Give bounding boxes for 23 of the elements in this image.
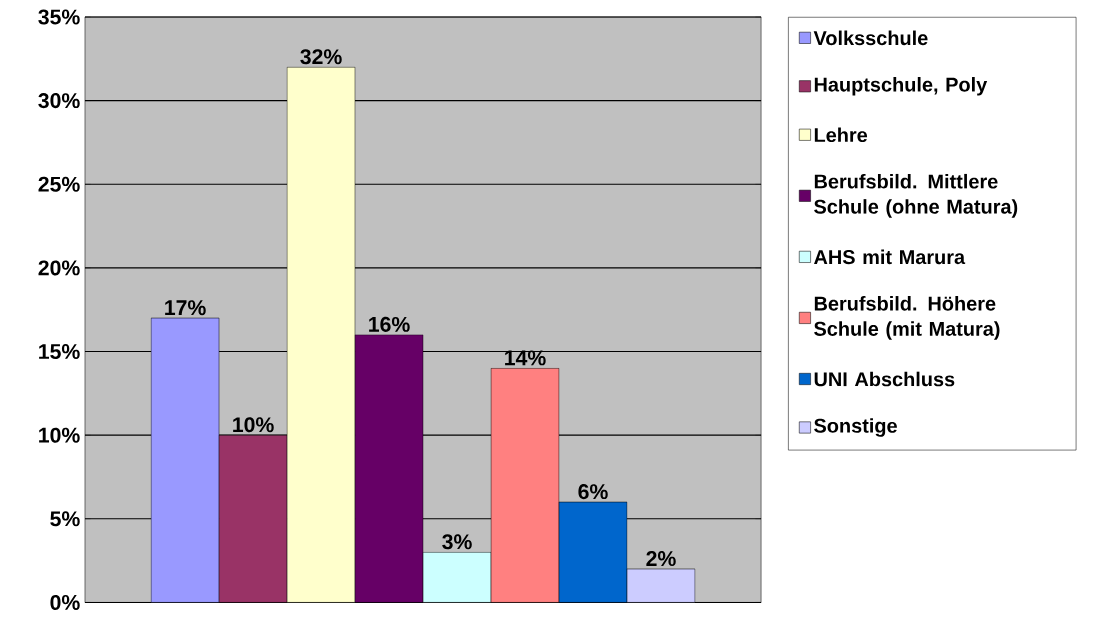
y-tick-label: 5% xyxy=(50,511,80,527)
data-label: 32% xyxy=(300,49,342,65)
y-tick-label: 35% xyxy=(38,9,80,25)
legend-label: Sonstige xyxy=(814,418,897,438)
y-tick-label: 0% xyxy=(50,595,80,611)
legend-label: Lehre xyxy=(814,127,868,143)
data-label: 17% xyxy=(165,300,206,316)
y-tick-label: 30% xyxy=(38,93,80,109)
legend-label: Berufsbild. Mittlere Schule (ohne Matura) xyxy=(814,174,1018,218)
legend-label: Hauptschule, Poly xyxy=(814,77,988,96)
data-label: 2% xyxy=(646,551,676,567)
y-tick-label: 25% xyxy=(38,176,80,193)
legend-label: UNI Abschluss xyxy=(814,371,955,387)
legend-label: Volksschule xyxy=(813,30,928,46)
data-label: 16% xyxy=(369,317,410,333)
data-label: 3% xyxy=(442,534,472,550)
legend-label: AHS mit Marura xyxy=(814,249,966,265)
y-tick-label: 10% xyxy=(39,427,80,443)
y-tick-label: 15% xyxy=(39,344,80,360)
data-label: 10% xyxy=(233,417,274,433)
y-tick-label: 20% xyxy=(38,260,80,276)
legend-label: Berufsbild. Höhere Schule (mit Matura) xyxy=(814,296,1000,341)
data-label: 6% xyxy=(578,484,608,500)
